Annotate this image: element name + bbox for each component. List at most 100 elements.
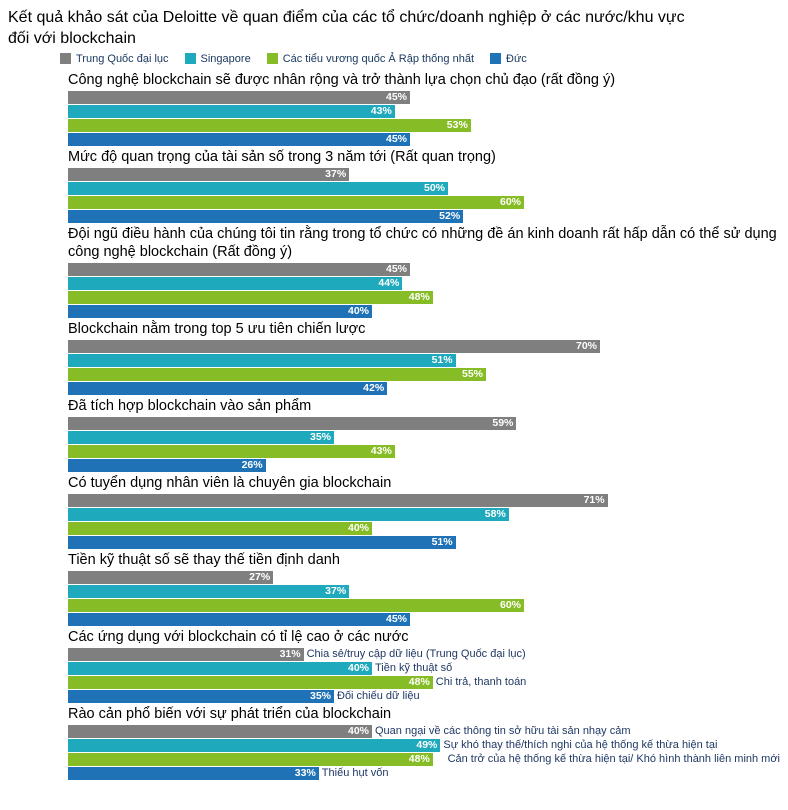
bar: 58% [68,507,509,521]
bar: 40% [68,521,372,535]
bar: 33% [68,766,319,780]
bar: 51% [68,353,456,367]
bar-row: 40% Tiền kỹ thuật số [68,661,780,675]
bar-value-label: 59% [492,416,514,429]
bar-value-label: 51% [431,535,453,548]
bar-value-label: 40% [347,661,369,674]
bar-annotation: Chia sẻ/truy cập dữ liệu (Trung Quốc đại… [306,647,526,660]
bar-row: 59% [68,416,780,430]
bar: 60% [68,598,524,612]
bar-group: Rào cản phổ biến với sự phát triển của b… [8,705,780,780]
bar: 45% [68,262,410,276]
chart-groups: Công nghệ blockchain sẽ được nhân rộng v… [8,71,780,780]
bar-row: 43% [68,444,780,458]
bar-row: 45% [68,262,780,276]
bar-value-label: 33% [294,766,316,779]
bar: 45% [68,612,410,626]
legend-swatch [266,53,278,65]
bar-row: 43% [68,104,780,118]
bar-row: 70% [68,339,780,353]
bar: 31% [68,647,304,661]
legend-swatch [490,53,501,65]
bar: 48% [68,752,433,766]
bar-value-label: 37% [325,584,347,597]
legend-swatch [60,53,71,65]
bar: 70% [68,339,600,353]
group-label: Công nghệ blockchain sẽ được nhân rộng v… [68,71,616,88]
bar-group: Tiền kỹ thuật số sẽ thay thế tiền định d… [8,551,780,626]
group-label: Blockchain nằm trong top 5 ưu tiên chiến… [68,320,366,337]
bar-row: 60% [68,598,780,612]
legend-label: Trung Quốc đại lục [76,52,169,65]
bar-value-label: 42% [363,381,385,394]
bar: 35% [68,430,334,444]
bar-row: 51% [68,353,780,367]
bar-row: 48% [68,290,780,304]
bar-value-label: 70% [575,339,597,352]
bar-annotation: Thiếu hụt vốn [321,766,389,779]
bar: 43% [68,444,395,458]
legend-label: Các tiểu vương quốc Ả Rập thống nhất [282,52,474,65]
bar: 27% [68,570,274,584]
bar-row: 42% [68,381,780,395]
bar-value-label: 45% [385,262,407,275]
bar-group: Đã tích hợp blockchain vào sản phẩm 59% 35… [8,397,780,472]
bar-row: 31% Chia sẻ/truy cập dữ liệu (Trung Quốc … [68,647,780,661]
bar-row: 35% [68,430,780,444]
group-label: Mức độ quan trọng của tài sản số trong 3… [68,148,496,165]
bar-annotation: Chi trả, thanh toán [435,675,527,688]
bar-value-label: 48% [408,290,430,303]
bar-row: 40% [68,521,780,535]
bar-value-label: 35% [309,430,331,443]
bar-row: 40% Quan ngại về các thông tin sở hữu tài… [68,724,780,738]
bar: 45% [68,90,410,104]
bar-row: 58% [68,507,780,521]
bar: 51% [68,535,456,549]
bar: 71% [68,493,608,507]
group-label: Các ứng dụng với blockchain có tỉ lệ cao… [68,628,409,645]
bar: 59% [68,416,517,430]
bar-value-label: 35% [309,689,331,702]
bar-row: 50% [68,181,780,195]
bar-group: Blockchain nằm trong top 5 ưu tiên chiến… [8,320,780,395]
bar-value-label: 52% [439,209,461,222]
bar-row: 35% Đối chiếu dữ liệu [68,689,780,703]
bar-value-label: 26% [241,458,263,471]
bar-value-label: 40% [347,521,369,534]
bar: 48% [68,290,433,304]
bar-value-label: 51% [431,353,453,366]
bar: 45% [68,132,410,146]
bar-value-label: 37% [325,167,347,180]
bar-group: Công nghệ blockchain sẽ được nhân rộng v… [8,71,780,146]
bar-row: 37% [68,584,780,598]
group-label: Có tuyển dụng nhân viên là chuyên gia bl… [68,474,392,491]
bar-row: 51% [68,535,780,549]
bar-row: 37% [68,167,780,181]
bar-row: 55% [68,367,780,381]
bar-annotation: Sự khó thay thế/thích nghi của hệ thống … [443,738,718,751]
bar: 60% [68,195,524,209]
bar: 44% [68,276,403,290]
bar-value-label: 60% [499,195,521,208]
bar-row: 48% Chi trả, thanh toán [68,675,780,689]
bar-row: 45% [68,90,780,104]
bar: 40% [68,724,372,738]
group-label: Rào cản phổ biến với sự phát triển của b… [68,705,392,722]
bar-value-label: 48% [408,675,430,688]
bar: 37% [68,584,350,598]
bar-value-label: 40% [347,724,369,737]
bar-row: 71% [68,493,780,507]
legend: Trung Quốc đại lục Singapore Các tiểu vươn… [60,53,780,65]
bar-value-label: 45% [385,132,407,145]
bar-value-label: 43% [370,104,392,117]
bar: 40% [68,304,372,318]
bar-value-label: 71% [583,493,605,506]
bar-row: 27% [68,570,780,584]
bar-annotation: Tiền kỹ thuật số [375,661,453,674]
bar-value-label: 50% [423,181,445,194]
bar: 35% [68,689,334,703]
legend-item: Đức [490,53,527,65]
bar: 40% [68,661,372,675]
bar-row: 53% [68,118,780,132]
